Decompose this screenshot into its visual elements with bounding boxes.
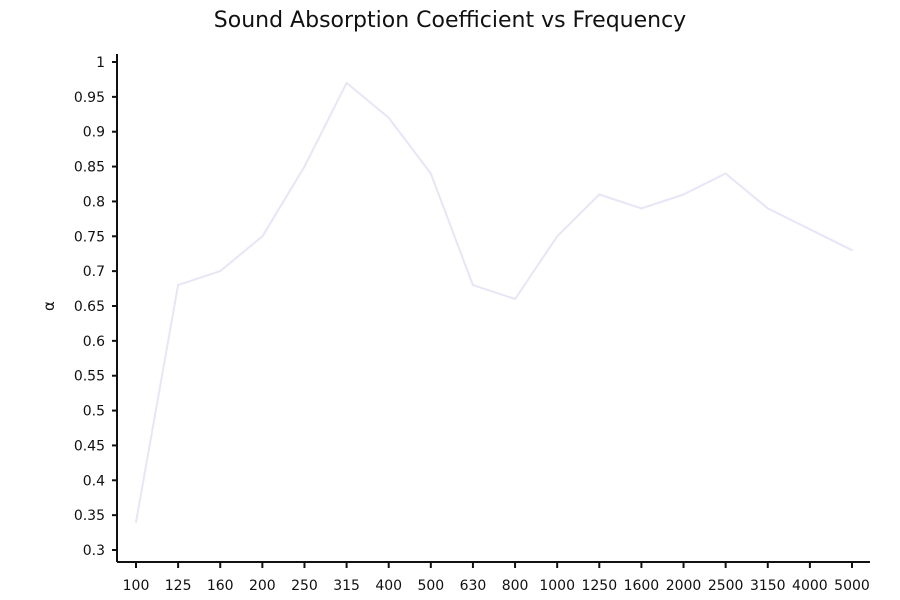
data-point xyxy=(429,172,432,175)
x-tick-label: 5000 xyxy=(834,578,870,594)
data-point xyxy=(724,172,727,175)
x-tick-label: 125 xyxy=(165,578,192,594)
data-point xyxy=(514,298,517,301)
data-point xyxy=(682,193,685,196)
y-axis-label: α xyxy=(40,301,58,311)
data-point xyxy=(598,193,601,196)
data-point xyxy=(808,228,811,231)
data-point xyxy=(640,207,643,210)
y-tick-label: 0.85 xyxy=(74,160,105,176)
y-tick-label: 0.8 xyxy=(83,194,105,210)
data-point xyxy=(177,284,180,287)
chart-title: Sound Absorption Coefficient vs Frequenc… xyxy=(213,8,687,33)
data-point xyxy=(303,165,306,168)
y-tick-label: 0.5 xyxy=(83,404,105,420)
x-tick-label: 500 xyxy=(417,578,444,594)
y-tick-label: 0.35 xyxy=(74,508,105,524)
data-point xyxy=(135,521,137,524)
x-tick-label: 200 xyxy=(249,578,276,594)
x-tick-label: 400 xyxy=(375,578,402,594)
x-tick-label: 800 xyxy=(502,578,529,594)
x-tick-label: 630 xyxy=(460,578,487,594)
x-tick-label: 1600 xyxy=(624,578,660,594)
x-tick-label: 100 xyxy=(123,578,150,594)
y-tick-label: 1 xyxy=(96,55,105,71)
x-tick-label: 1000 xyxy=(539,578,575,594)
data-point xyxy=(766,207,769,210)
x-tick-label: 1250 xyxy=(581,578,617,594)
y-tick-label: 0.55 xyxy=(74,369,105,385)
x-tick-label: 250 xyxy=(291,578,318,594)
data-point xyxy=(387,116,390,119)
y-tick-label: 0.3 xyxy=(83,543,105,559)
data-point xyxy=(556,235,559,238)
x-tick-label: 2000 xyxy=(666,578,702,594)
data-point xyxy=(219,270,222,273)
x-tick-label: 160 xyxy=(207,578,234,594)
y-tick-label: 0.6 xyxy=(83,334,105,350)
data-point xyxy=(471,284,474,287)
x-tick-label: 2500 xyxy=(708,578,744,594)
y-tick-label: 0.95 xyxy=(74,90,105,106)
y-tick-label: 0.75 xyxy=(74,229,105,245)
y-tick-label: 0.65 xyxy=(74,299,105,315)
y-tick-label: 0.45 xyxy=(74,438,105,454)
series-line xyxy=(135,81,853,523)
x-tick-label: 4000 xyxy=(792,578,828,594)
y-tick-label: 0.4 xyxy=(83,473,105,489)
y-tick-label: 0.9 xyxy=(83,125,105,141)
x-tick-label: 3150 xyxy=(750,578,786,594)
x-tick-label: 315 xyxy=(333,578,360,594)
data-point xyxy=(261,235,264,238)
data-point xyxy=(851,249,853,252)
data-point xyxy=(345,81,348,84)
y-tick-label: 0.7 xyxy=(83,264,105,280)
